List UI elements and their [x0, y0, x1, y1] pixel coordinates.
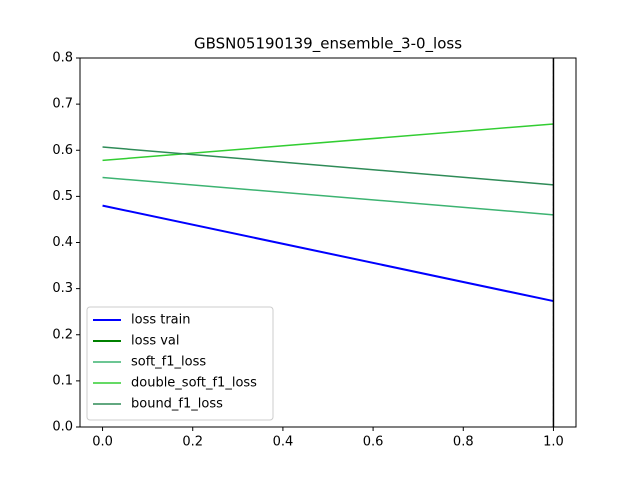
legend-box [86, 306, 274, 421]
y-tick-label: 0.0 [52, 420, 73, 435]
line-series [102, 176, 554, 216]
legend-label: bound_f1_loss [131, 397, 223, 412]
x-tick-label: 0.4 [273, 435, 294, 450]
chart-title: GBSN05190139_ensemble_3-0_loss [194, 35, 462, 54]
line-series [102, 204, 554, 303]
y-tick-label: 0.2 [52, 327, 73, 342]
x-tick-label: 0.8 [453, 435, 474, 450]
y-tick-label: 0.4 [52, 235, 73, 250]
x-tick-label: 1.0 [543, 435, 564, 450]
y-tick-label: 0.1 [52, 373, 73, 388]
legend-label: soft_f1_loss [131, 355, 206, 370]
y-tick-label: 0.7 [52, 97, 73, 112]
y-tick-label: 0.8 [52, 51, 73, 66]
plot-frame [79, 57, 577, 428]
y-tick-label: 0.3 [52, 281, 73, 296]
x-tick-label: 0.6 [363, 435, 384, 450]
x-tick-label: 0.0 [92, 435, 113, 450]
x-tick-label: 0.2 [182, 435, 203, 450]
line-series [102, 146, 554, 186]
legend-label: loss val [131, 334, 180, 349]
y-tick-label: 0.6 [52, 143, 73, 158]
line-series [102, 123, 554, 162]
y-tick-label: 0.5 [52, 189, 73, 204]
legend-label: loss train [131, 313, 191, 328]
legend-label: double_soft_f1_loss [131, 376, 257, 391]
